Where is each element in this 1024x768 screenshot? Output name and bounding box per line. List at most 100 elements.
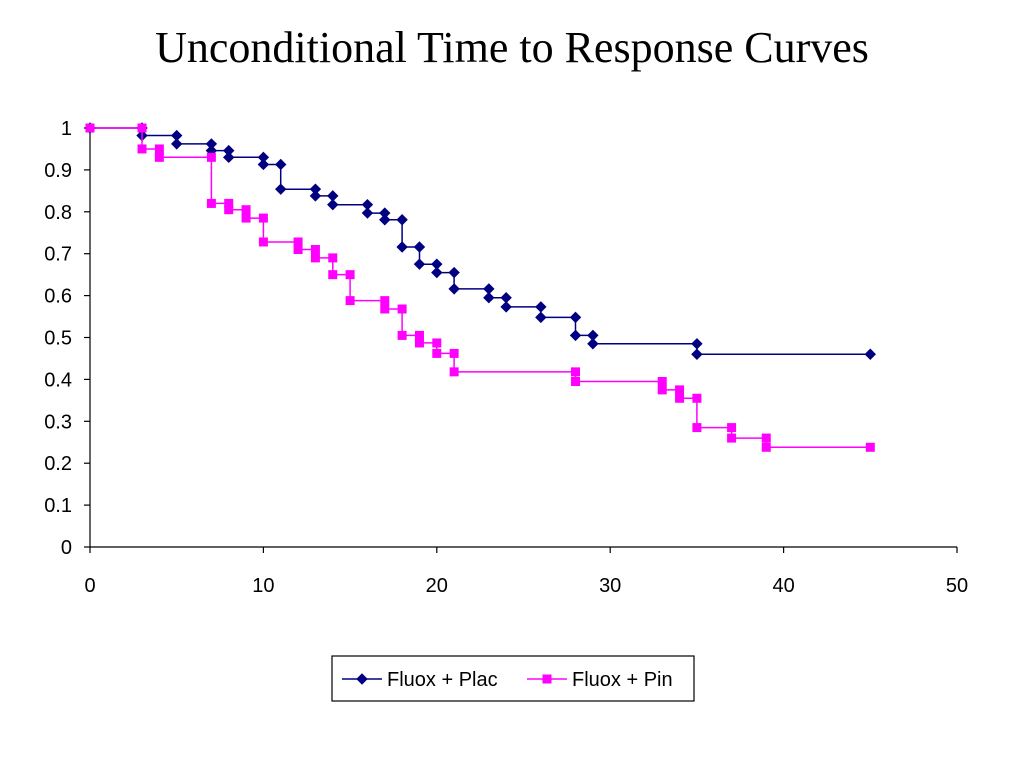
data-point: [569, 311, 582, 324]
x-tick-label: 30: [599, 575, 621, 597]
x-tick-label: 20: [426, 575, 448, 597]
y-tick-label: 0.2: [44, 453, 72, 475]
data-point: [657, 385, 667, 395]
data-point: [293, 237, 303, 247]
data-point: [500, 301, 512, 313]
data-point: [483, 291, 495, 304]
data-point: [137, 144, 147, 154]
data-point: [675, 385, 685, 395]
data-point: [309, 190, 322, 202]
y-tick-label: 0: [61, 537, 72, 559]
data-point: [223, 151, 235, 164]
data-point: [691, 348, 703, 360]
data-point: [413, 258, 426, 270]
data-point: [691, 338, 703, 350]
series-line: [90, 127, 871, 356]
data-point: [345, 270, 355, 280]
data-point: [224, 198, 234, 208]
y-tick-label: 0.8: [44, 202, 72, 224]
x-tick-label: 0: [84, 575, 95, 597]
data-point: [224, 205, 234, 215]
data-point: [397, 304, 407, 314]
data-point: [310, 245, 320, 255]
y-tick-label: 1: [61, 118, 72, 140]
data-point: [170, 138, 183, 150]
data-point: [500, 291, 512, 304]
data-point: [727, 433, 737, 443]
data-point: [675, 393, 685, 403]
data-point: [379, 214, 391, 226]
y-tick-label: 0.4: [44, 369, 72, 391]
data-point: [413, 241, 426, 253]
x-tick-label: 40: [772, 575, 794, 597]
data-point: [310, 253, 320, 263]
data-point: [380, 304, 390, 314]
data-point: [692, 393, 702, 403]
legend-box: [331, 655, 695, 702]
series-layer: [84, 122, 877, 452]
data-point: [293, 245, 303, 255]
data-point: [571, 376, 581, 386]
data-point: [414, 330, 424, 340]
data-point: [396, 214, 408, 226]
data-point: [448, 266, 460, 279]
data-point: [328, 253, 338, 263]
x-tick-label: 10: [252, 575, 274, 597]
data-point: [241, 213, 251, 223]
series-1: [84, 122, 877, 360]
data-point: [571, 367, 581, 377]
data-point: [569, 329, 582, 342]
data-point: [345, 296, 355, 306]
data-point: [85, 123, 95, 133]
data-point: [692, 423, 702, 433]
data-point: [241, 205, 251, 215]
y-tick-label: 0.9: [44, 160, 72, 182]
data-point: [657, 376, 667, 386]
data-point: [137, 123, 147, 133]
data-point: [449, 367, 459, 377]
x-tick-label: 50: [946, 575, 968, 597]
data-point: [327, 198, 339, 211]
data-point: [448, 283, 460, 295]
data-point: [535, 301, 547, 313]
data-point: [258, 213, 268, 223]
data-point: [257, 158, 270, 171]
data-point: [587, 338, 599, 350]
legend-marker: [542, 674, 552, 684]
y-tick-label: 0.7: [44, 244, 72, 266]
data-point: [396, 241, 408, 253]
data-point: [727, 423, 737, 433]
series-line: [90, 127, 871, 449]
legend-label: Fluox + Pin: [572, 669, 673, 691]
y-tick-label: 0.5: [44, 328, 72, 350]
data-point: [414, 338, 424, 348]
data-point: [154, 144, 164, 154]
data-point: [361, 207, 374, 219]
y-tick-label: 0.6: [44, 286, 72, 308]
legend-marker: [356, 673, 368, 685]
data-point: [275, 183, 287, 195]
data-point: [449, 348, 459, 358]
data-point: [761, 433, 771, 443]
data-point: [535, 311, 547, 324]
data-point: [432, 348, 442, 358]
data-point: [206, 198, 216, 208]
data-point: [275, 158, 287, 171]
chart-title: Unconditional Time to Response Curves: [155, 23, 869, 72]
legend: Fluox + Plac Fluox + Pin: [331, 655, 695, 702]
data-point: [380, 296, 390, 306]
data-point: [154, 152, 164, 162]
data-point: [865, 442, 875, 452]
data-point: [864, 348, 877, 360]
data-point: [761, 442, 771, 452]
data-point: [328, 270, 338, 280]
data-point: [431, 266, 443, 279]
data-point: [206, 152, 216, 162]
series-2: [85, 123, 875, 452]
data-point: [397, 330, 407, 340]
y-tick-label: 0.1: [44, 495, 72, 517]
data-point: [258, 237, 268, 247]
y-tick-label: 0.3: [44, 411, 72, 433]
axes: 00.10.20.30.40.50.60.70.80.910 10 20 30 40 50: [44, 118, 968, 597]
